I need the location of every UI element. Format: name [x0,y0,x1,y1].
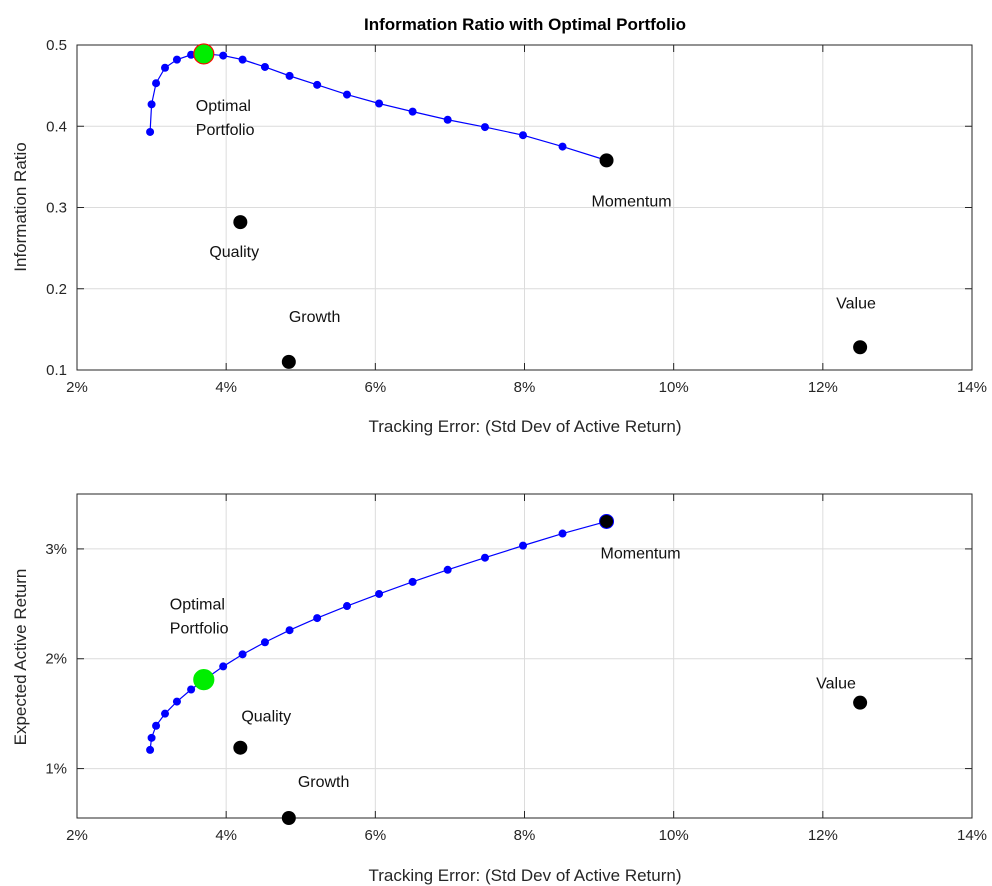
frontier-point [172,55,181,64]
x-tick-label: 2% [66,379,88,396]
factor-label-quality: Quality [241,709,291,726]
frontier-point [375,589,384,598]
frontier-point [408,107,417,116]
frontier-point [408,577,417,586]
y-tick-label: 3% [45,541,67,558]
y-tick-label: 0.4 [46,118,67,135]
factor-label-value: Value [836,295,876,312]
axes-frame [76,44,973,371]
frontier-point [187,685,196,694]
factor-point-quality [233,740,248,755]
factor-point-momentum [599,153,614,168]
frontier-point [443,565,452,574]
x-tick-label: 12% [808,379,838,396]
factor-label-growth: Growth [298,774,350,791]
factor-point-value [853,340,868,355]
x-tick-label: 14% [957,379,987,396]
factor-point-quality [233,215,248,230]
x-tick-label: 4% [215,379,237,396]
x-tick-label: 10% [659,379,689,396]
frontier-point [161,63,170,72]
frontier-point [260,62,269,71]
optimal-label-line2: Portfolio [170,621,229,638]
frontier-point [285,71,294,80]
frontier-point [519,541,528,550]
frontier-point [558,529,567,538]
factor-point-growth [281,354,296,369]
x-tick-label: 4% [215,827,237,844]
x-tick-label: 8% [514,827,536,844]
x-tick-label: 12% [808,827,838,844]
expected-active-return-plot: 2% 4% 6% 8% 10% 12% 14% 1% 2% 3% Momentum Quality Gr… [11,493,987,885]
axes-frame [76,493,973,819]
optimal-portfolio-point [193,669,215,691]
frontier-point [219,51,228,60]
optimal-label-line2: Portfolio [196,122,255,139]
optimal-label-line1: Optimal [196,98,251,115]
chart-title: Information Ratio with Optimal Portfolio [364,15,686,34]
y-tick-label: 1% [45,761,67,778]
factor-label-momentum: Momentum [592,193,672,210]
x-tick-label: 10% [659,827,689,844]
x-tick-label: 6% [364,827,386,844]
information-ratio-plot: 2% 4% 6% 8% 10% 12% 14% 0.1 0.2 0.3 0.4 0.5 Momentum… [11,15,987,436]
frontier-point [172,697,181,706]
y-tick-label: 2% [45,651,67,668]
frontier-point [313,614,322,623]
frontier-point [558,142,567,151]
y-axis-label: Information Ratio [11,142,30,271]
factor-point-momentum [599,513,615,529]
x-axis-label: Tracking Error: (Std Dev of Active Retur… [368,417,681,436]
factor-label-value: Value [816,676,856,693]
optimal-portfolio-point [193,43,215,65]
x-axis-label: Tracking Error: (Std Dev of Active Retur… [368,866,681,885]
factor-point-value [853,695,868,710]
frontier-point [152,79,161,88]
frontier-point [238,55,247,64]
factor-label-growth: Growth [289,309,341,326]
frontier-point [260,638,269,647]
frontier-point [147,733,156,742]
frontier-point [161,709,170,718]
y-tick-label: 0.2 [46,281,67,298]
frontier-point [187,50,196,59]
factor-label-quality: Quality [209,244,259,261]
frontier-point [313,80,322,89]
x-tick-label: 6% [364,379,386,396]
y-tick-label: 0.3 [46,200,67,217]
frontier-point [238,650,247,659]
frontier-point [342,602,351,611]
frontier-point [519,131,528,140]
factor-point-growth [281,811,296,825]
y-tick-label: 0.5 [46,37,67,54]
y-tick-label: 0.1 [46,362,67,379]
frontier-point [146,745,155,754]
optimal-label-line1: Optimal [170,597,225,614]
y-axis-label: Expected Active Return [11,569,30,746]
frontier-point [285,626,294,635]
frontier-point [480,123,489,132]
x-tick-label: 14% [957,827,987,844]
frontier-point [480,553,489,562]
frontier-point [152,721,161,730]
frontier-point [342,90,351,99]
frontier-point [147,100,156,109]
x-tick-label: 8% [514,379,536,396]
frontier-point [146,127,155,136]
frontier-point [443,115,452,124]
frontier-point [219,662,228,671]
factor-label-momentum: Momentum [601,545,681,562]
x-tick-label: 2% [66,827,88,844]
frontier-point [375,99,384,108]
